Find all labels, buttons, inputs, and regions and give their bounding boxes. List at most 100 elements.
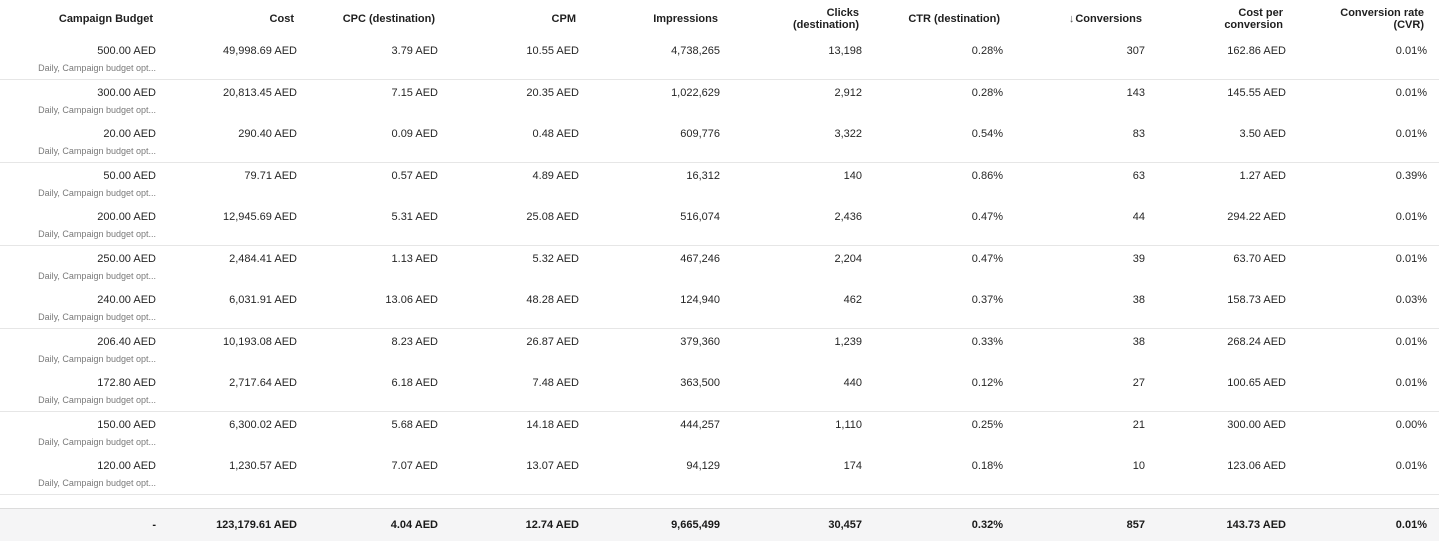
cell-cpm: 14.18 AED <box>526 419 579 431</box>
column-header-cost[interactable]: Cost <box>270 0 294 38</box>
column-header-budget[interactable]: Campaign Budget <box>59 0 153 38</box>
cell-cpconv: 162.86 AED <box>1227 45 1286 57</box>
cell-budget: 206.40 AED <box>97 336 156 348</box>
cell-budget: 50.00 AED <box>103 170 156 182</box>
table-row[interactable]: 300.00 AED 20,813.45 AED 7.15 AED 20.35 AED… <box>0 80 1439 122</box>
table-row[interactable]: 206.40 AED 10,193.08 AED 8.23 AED 26.87 AED… <box>0 329 1439 371</box>
cell-conversions: 27 <box>1132 377 1145 389</box>
cell-clicks: 13,198 <box>828 45 862 57</box>
table-row[interactable]: 500.00 AED 49,998.69 AED 3.79 AED 10.55 AED… <box>0 38 1439 80</box>
cell-conversions: 10 <box>1132 460 1145 472</box>
cell-ctr: 0.25% <box>971 419 1003 431</box>
column-header-clicks[interactable]: Clicks (destination) <box>793 0 859 38</box>
cell-conversions: 143 <box>1126 87 1145 99</box>
column-header-cpc[interactable]: CPC (destination) <box>343 0 435 38</box>
cell-cpm: 25.08 AED <box>526 211 579 223</box>
column-header-cvr[interactable]: Conversion rate (CVR) <box>1340 0 1424 38</box>
cell-cpconv: 123.06 AED <box>1227 460 1286 472</box>
cell-ctr: 0.12% <box>971 377 1003 389</box>
cell-cpm: 20.35 AED <box>526 87 579 99</box>
cell-cpm: 7.48 AED <box>532 377 579 389</box>
table-row[interactable]: 150.00 AED 6,300.02 AED 5.68 AED 14.18 AED 4… <box>0 412 1439 454</box>
budget-type-label: Daily, Campaign budget opt... <box>38 395 156 405</box>
table-row[interactable]: 240.00 AED 6,031.91 AED 13.06 AED 48.28 AED… <box>0 287 1439 329</box>
cell-conversions: 39 <box>1132 253 1145 265</box>
column-header-cpm[interactable]: CPM <box>552 0 576 38</box>
cell-ctr: 0.47% <box>971 211 1003 223</box>
cell-impressions: 467,246 <box>680 253 720 265</box>
table-row[interactable]: 172.80 AED 2,717.64 AED 6.18 AED 7.48 AED 36… <box>0 370 1439 412</box>
cell-budget: 150.00 AED <box>97 419 156 431</box>
cell-ctr: 0.54% <box>971 128 1003 140</box>
total-ctr: 0.32% <box>971 519 1003 531</box>
budget-type-label: Daily, Campaign budget opt... <box>38 105 156 115</box>
column-header-label: Conversion rate (CVR) <box>1340 7 1424 31</box>
cell-impressions: 363,500 <box>680 377 720 389</box>
cell-cost: 6,031.91 AED <box>229 294 297 306</box>
column-header-cpconv[interactable]: Cost per conversion <box>1224 0 1283 38</box>
budget-type-label: Daily, Campaign budget opt... <box>38 146 156 156</box>
budget-type-label: Daily, Campaign budget opt... <box>38 229 156 239</box>
cell-cpm: 26.87 AED <box>526 336 579 348</box>
column-header-conversions[interactable]: ↓ Conversions <box>1069 0 1142 38</box>
cell-cpconv: 63.70 AED <box>1233 253 1286 265</box>
cell-impressions: 444,257 <box>680 419 720 431</box>
table-body: 500.00 AED 49,998.69 AED 3.79 AED 10.55 AED… <box>0 38 1439 508</box>
column-header-label: Clicks (destination) <box>793 7 859 31</box>
cell-cvr: 0.01% <box>1395 336 1427 348</box>
cell-ctr: 0.18% <box>971 460 1003 472</box>
cell-cpconv: 158.73 AED <box>1227 294 1286 306</box>
total-cvr: 0.01% <box>1395 519 1427 531</box>
cell-cpc: 5.31 AED <box>391 211 438 223</box>
table-row[interactable]: 20.00 AED 290.40 AED 0.09 AED 0.48 AED 609,7… <box>0 121 1439 163</box>
cell-budget: 300.00 AED <box>97 87 156 99</box>
cell-ctr: 0.28% <box>971 87 1003 99</box>
cell-budget: 240.00 AED <box>97 294 156 306</box>
table-row[interactable]: 50.00 AED 79.71 AED 0.57 AED 4.89 AED 16,312… <box>0 163 1439 205</box>
cell-conversions: 44 <box>1132 211 1145 223</box>
cell-cvr: 0.01% <box>1395 377 1427 389</box>
total-clicks: 30,457 <box>828 519 862 531</box>
budget-type-label: Daily, Campaign budget opt... <box>38 354 156 364</box>
cell-budget: 20.00 AED <box>103 128 156 140</box>
cell-cpc: 1.13 AED <box>391 253 438 265</box>
cell-ctr: 0.37% <box>971 294 1003 306</box>
cell-cvr: 0.01% <box>1395 460 1427 472</box>
total-cost: 123,179.61 AED <box>216 519 297 531</box>
cell-cpc: 6.18 AED <box>391 377 438 389</box>
cell-conversions: 307 <box>1126 45 1145 57</box>
table-row[interactable]: 250.00 AED 2,484.41 AED 1.13 AED 5.32 AED 46… <box>0 246 1439 288</box>
cell-impressions: 124,940 <box>680 294 720 306</box>
cell-cvr: 0.01% <box>1395 87 1427 99</box>
cell-cpm: 0.48 AED <box>532 128 579 140</box>
cell-cpc: 0.09 AED <box>391 128 438 140</box>
cell-ctr: 0.33% <box>971 336 1003 348</box>
cell-cost: 20,813.45 AED <box>222 87 297 99</box>
budget-type-label: Daily, Campaign budget opt... <box>38 478 156 488</box>
cell-cpconv: 3.50 AED <box>1239 128 1286 140</box>
budget-type-label: Daily, Campaign budget opt... <box>38 437 156 447</box>
table-row[interactable]: 200.00 AED 12,945.69 AED 5.31 AED 25.08 AED… <box>0 204 1439 246</box>
cell-cpc: 5.68 AED <box>391 419 438 431</box>
column-header-ctr[interactable]: CTR (destination) <box>908 0 1000 38</box>
column-header-label: CTR (destination) <box>908 13 1000 25</box>
cell-cpc: 7.15 AED <box>391 87 438 99</box>
cell-cvr: 0.01% <box>1395 128 1427 140</box>
total-impressions: 9,665,499 <box>671 519 720 531</box>
cell-budget: 172.80 AED <box>97 377 156 389</box>
table-row[interactable]: 120.00 AED 1,230.57 AED 7.07 AED 13.07 AED 9… <box>0 453 1439 495</box>
budget-type-label: Daily, Campaign budget opt... <box>38 271 156 281</box>
column-header-label: Conversions <box>1075 13 1142 25</box>
cell-cpconv: 268.24 AED <box>1227 336 1286 348</box>
column-header-impressions[interactable]: Impressions <box>653 0 718 38</box>
cell-conversions: 83 <box>1132 128 1145 140</box>
cell-impressions: 4,738,265 <box>671 45 720 57</box>
column-header-label: CPC (destination) <box>342 13 435 25</box>
total-cpc: 4.04 AED <box>390 519 438 531</box>
column-header-label: Cost per conversion <box>1224 7 1283 31</box>
cell-cpconv: 100.65 AED <box>1227 377 1286 389</box>
cell-cpm: 48.28 AED <box>526 294 579 306</box>
cell-budget: 120.00 AED <box>97 460 156 472</box>
cell-conversions: 38 <box>1132 294 1145 306</box>
cell-budget: 200.00 AED <box>97 211 156 223</box>
